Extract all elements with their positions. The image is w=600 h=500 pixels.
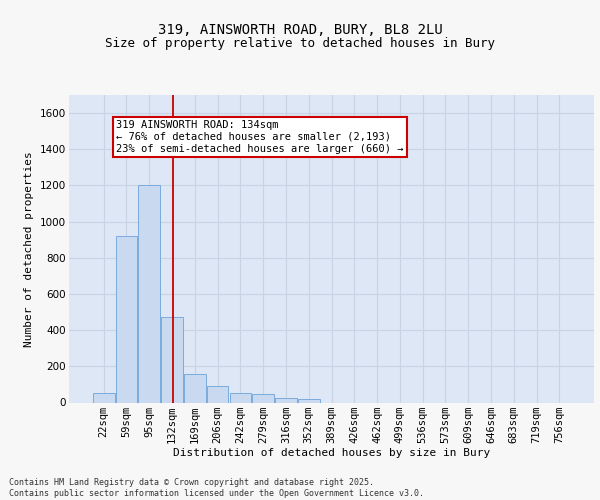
Bar xyxy=(230,392,251,402)
Bar xyxy=(139,186,160,402)
X-axis label: Distribution of detached houses by size in Bury: Distribution of detached houses by size … xyxy=(173,448,490,458)
Bar xyxy=(298,399,320,402)
Bar xyxy=(207,386,229,402)
Text: 319 AINSWORTH ROAD: 134sqm
← 76% of detached houses are smaller (2,193)
23% of s: 319 AINSWORTH ROAD: 134sqm ← 76% of deta… xyxy=(116,120,404,154)
Bar xyxy=(161,318,183,402)
Bar xyxy=(184,374,206,402)
Bar xyxy=(116,236,137,402)
Text: Contains HM Land Registry data © Crown copyright and database right 2025.
Contai: Contains HM Land Registry data © Crown c… xyxy=(9,478,424,498)
Text: 319, AINSWORTH ROAD, BURY, BL8 2LU: 319, AINSWORTH ROAD, BURY, BL8 2LU xyxy=(158,22,442,36)
Bar xyxy=(253,394,274,402)
Bar xyxy=(93,394,115,402)
Text: Size of property relative to detached houses in Bury: Size of property relative to detached ho… xyxy=(105,38,495,51)
Y-axis label: Number of detached properties: Number of detached properties xyxy=(25,151,34,346)
Bar xyxy=(275,398,297,402)
